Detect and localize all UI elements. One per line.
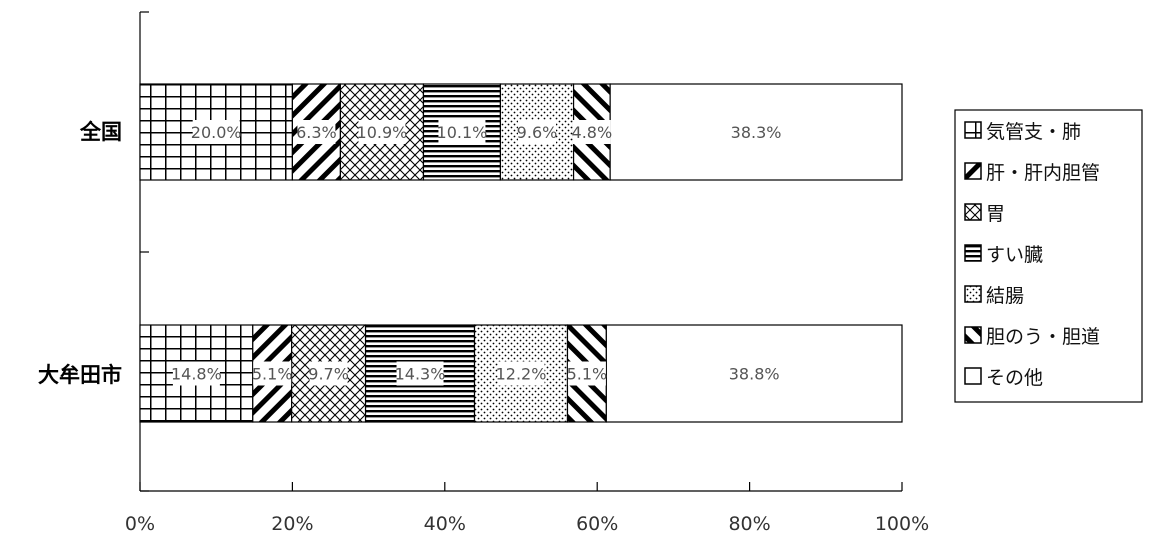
data-label-bg [172,361,220,386]
legend-label: 肝・肝内胆管 [986,162,1100,184]
data-label: 6.3% [296,123,337,142]
data-label-bg [497,361,545,386]
legend-label: 気管支・肺 [986,121,1081,143]
legend-swatch [964,326,982,344]
data-label-bg [396,361,444,386]
data-label: 38.3% [731,123,782,142]
legend-label: 胆のう・胆道 [986,326,1100,348]
category-label: 大牟田市 [38,363,122,387]
legend-label: その他 [986,367,1043,389]
x-tick-labels: 0% 20% 40% 60% 80% 100% [125,513,929,535]
legend-swatch [964,162,982,180]
x-tick-label: 100% [875,513,929,535]
x-tick-label: 0% [125,513,155,535]
data-label: 12.2% [496,365,547,384]
data-label-bg [438,120,486,144]
data-label: 5.1% [567,365,608,384]
x-tick-label: 80% [728,513,770,535]
data-label: 38.8% [729,365,780,384]
bar-segment [605,324,903,423]
data-label-bg [253,361,292,386]
bar-segment [609,83,903,181]
legend-swatch [964,285,982,303]
data-labels: 20.0% 6.3% 10.9% 10.1% 9.6% 4.8% 38.3% 14.8% 5.1… [171,120,782,386]
legend-swatch [964,367,982,385]
legend-swatch [964,203,982,221]
legend-box [954,109,1143,403]
data-label: 10.9% [357,123,408,142]
x-tick-label: 20% [271,513,313,535]
legend-label: 結腸 [986,285,1024,307]
legend-swatch [964,121,982,139]
category-label: 全国 [79,120,122,144]
data-label-bg [572,120,611,144]
data-label: 9.7% [308,365,349,384]
data-label-bg [309,361,348,386]
data-label: 9.6% [517,123,558,142]
x-tick-label: 40% [424,513,466,535]
legend-label: 胃 [986,203,1005,225]
data-label-bg [192,120,240,144]
data-label: 4.8% [572,123,613,142]
data-label: 14.8% [171,365,222,384]
data-label: 20.0% [191,123,242,142]
legend-label: すい臓 [986,244,1043,266]
data-label: 10.1% [437,123,488,142]
data-label-bg [567,361,606,386]
legend-swatch [964,244,982,262]
x-tick-label: 60% [576,513,618,535]
data-label-bg [518,120,557,144]
data-label-bg [297,120,336,144]
data-label: 14.3% [395,365,446,384]
data-label: 5.1% [252,365,293,384]
data-label-bg [358,120,406,144]
